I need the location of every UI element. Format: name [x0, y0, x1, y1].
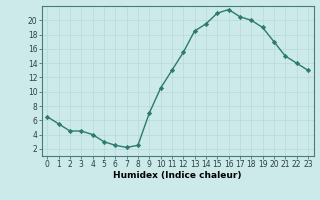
- X-axis label: Humidex (Indice chaleur): Humidex (Indice chaleur): [113, 171, 242, 180]
